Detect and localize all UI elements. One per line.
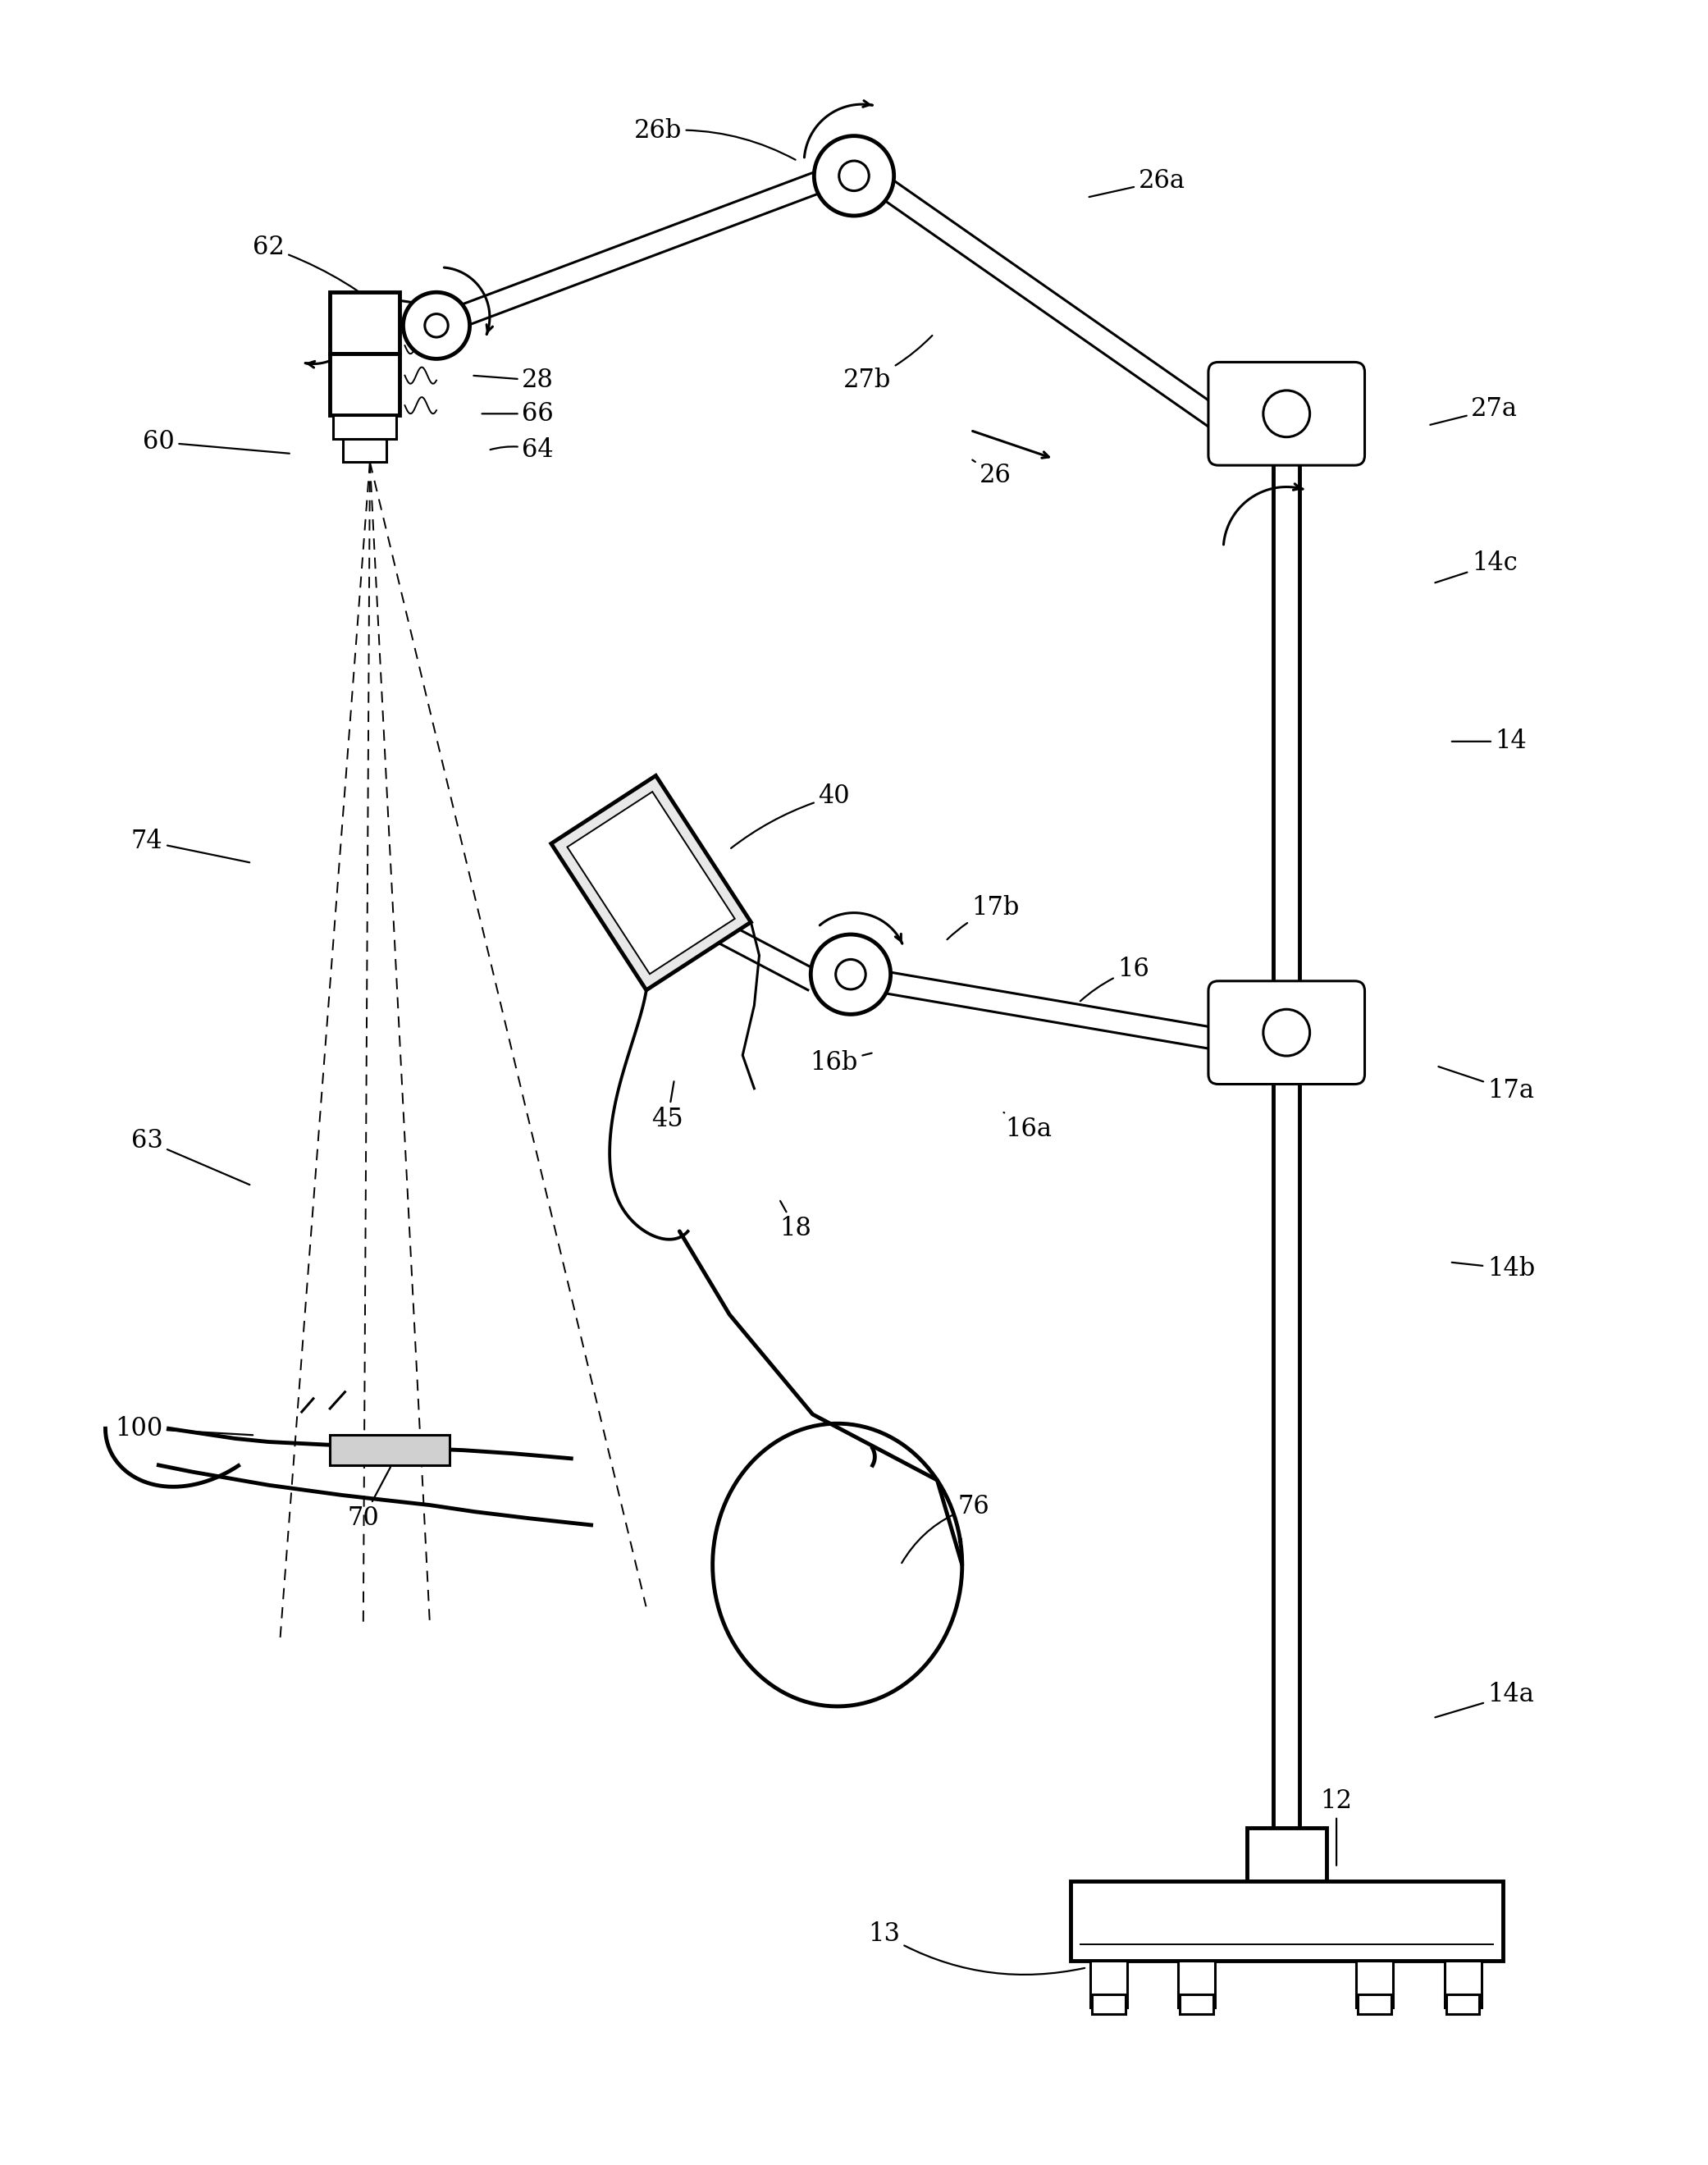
Text: 60: 60 [143,429,289,455]
Text: 64: 64 [490,437,553,463]
Text: 26: 26 [972,459,1011,487]
Polygon shape [552,775,752,989]
Circle shape [425,314,447,338]
Text: 27b: 27b [844,336,933,394]
Bar [1090,1961,1127,2007]
Bar [330,353,400,416]
Text: 14c: 14c [1435,550,1517,582]
Text: 74: 74 [132,829,249,862]
Circle shape [1264,1009,1310,1057]
Text: 17a: 17a [1438,1067,1534,1104]
Text: 42: 42 [652,840,687,883]
Text: 26a: 26a [1090,169,1185,197]
Text: 70: 70 [347,1468,391,1531]
Text: 12: 12 [1320,1788,1353,1866]
Text: 16: 16 [1079,957,1149,1000]
Circle shape [1264,390,1310,437]
Text: 63: 63 [132,1128,249,1184]
Bar [1180,1994,1213,2013]
Text: 16a: 16a [1004,1113,1052,1141]
Bar [1247,1827,1327,1881]
Text: 76: 76 [902,1494,989,1563]
Text: 28: 28 [473,368,553,394]
Bar [1091,1994,1126,2013]
Text: 66: 66 [482,401,553,427]
Text: 16b: 16b [810,1050,871,1076]
Circle shape [403,292,470,359]
Bar [1447,1994,1479,2013]
Bar [330,292,400,353]
Bar [1179,1961,1214,2007]
Text: 13: 13 [868,1923,1085,1974]
Text: 17b: 17b [948,894,1020,940]
FancyBboxPatch shape [1208,981,1365,1085]
Text: 62: 62 [253,234,395,318]
Circle shape [811,935,890,1013]
Bar [330,1435,449,1466]
Bar [1445,1961,1481,2007]
Text: 27a: 27a [1430,396,1518,424]
Bar [343,439,386,461]
Text: 18: 18 [781,1202,811,1241]
Circle shape [835,959,866,989]
Bar [333,416,396,439]
Circle shape [815,136,893,217]
Polygon shape [567,792,734,974]
FancyBboxPatch shape [1208,362,1365,465]
Text: 100: 100 [114,1416,253,1442]
Bar [1358,1994,1392,2013]
Bar [1356,1961,1394,2007]
Text: 45: 45 [652,1082,683,1132]
Text: 14a: 14a [1435,1682,1534,1717]
Text: 40: 40 [731,784,851,849]
Text: 14: 14 [1452,730,1527,753]
Circle shape [839,160,869,191]
Text: 14b: 14b [1452,1256,1535,1282]
Text: 26b: 26b [634,119,796,160]
Bar [1071,1881,1503,1961]
